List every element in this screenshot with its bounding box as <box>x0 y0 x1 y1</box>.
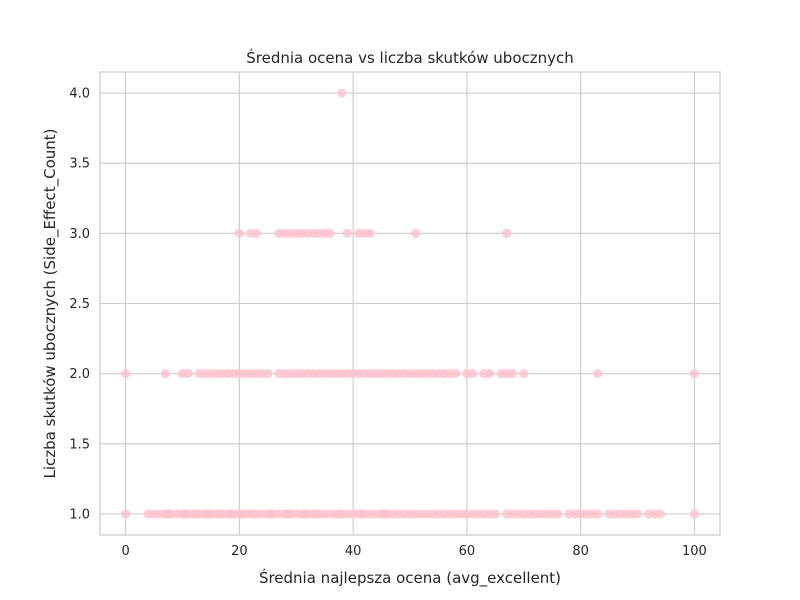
data-point <box>689 369 700 379</box>
data-point <box>183 369 193 379</box>
data-point <box>234 228 244 238</box>
x-tick-label: 60 <box>459 544 476 559</box>
x-tick-label: 80 <box>572 544 589 559</box>
y-tick-label: 3.0 <box>69 227 90 242</box>
data-point <box>263 369 273 379</box>
data-points <box>120 88 700 519</box>
data-point <box>632 509 643 519</box>
y-axis-title: Liczba skutków ubocznych (Side_Effect_Co… <box>41 128 60 478</box>
data-point <box>490 509 500 519</box>
y-tick-label: 2.0 <box>69 367 90 382</box>
data-point <box>160 369 171 379</box>
data-point <box>120 509 131 519</box>
x-tick-label: 40 <box>345 544 362 559</box>
x-tick-label: 20 <box>231 544 248 559</box>
plot-frame <box>99 71 721 536</box>
data-point <box>689 509 700 519</box>
y-tick-label: 1.0 <box>69 507 90 522</box>
chart-title: Średnia ocena vs liczba skutków ubocznyc… <box>246 48 574 67</box>
data-point <box>593 509 603 519</box>
y-tick-label: 2.5 <box>69 297 90 312</box>
data-point <box>342 228 353 238</box>
data-point <box>519 369 529 379</box>
data-point <box>411 228 421 238</box>
data-point <box>507 369 517 379</box>
y-tick-label: 3.5 <box>69 157 90 172</box>
x-tick-labels: 0 20 40 60 80 100 <box>121 544 706 559</box>
data-point <box>365 228 375 238</box>
data-point <box>120 369 131 379</box>
y-tick-labels: 1.0 1.5 2.0 2.5 3.0 3.5 4.0 <box>69 87 90 523</box>
data-point <box>593 369 603 379</box>
x-tick-label: 0 <box>121 544 129 559</box>
data-point <box>485 369 495 379</box>
data-point <box>553 509 563 519</box>
data-point <box>325 228 335 238</box>
data-point <box>655 509 665 519</box>
data-point <box>467 369 478 379</box>
x-axis-title: Średnia najlepsza ocena (avg_excellent) <box>259 568 561 588</box>
data-point <box>251 228 262 238</box>
data-point <box>450 369 461 379</box>
y-tick-label: 1.5 <box>69 437 90 452</box>
data-point <box>337 88 347 98</box>
y-tick-label: 4.0 <box>69 87 90 102</box>
data-point <box>502 228 512 238</box>
x-tick-label: 100 <box>682 544 707 559</box>
